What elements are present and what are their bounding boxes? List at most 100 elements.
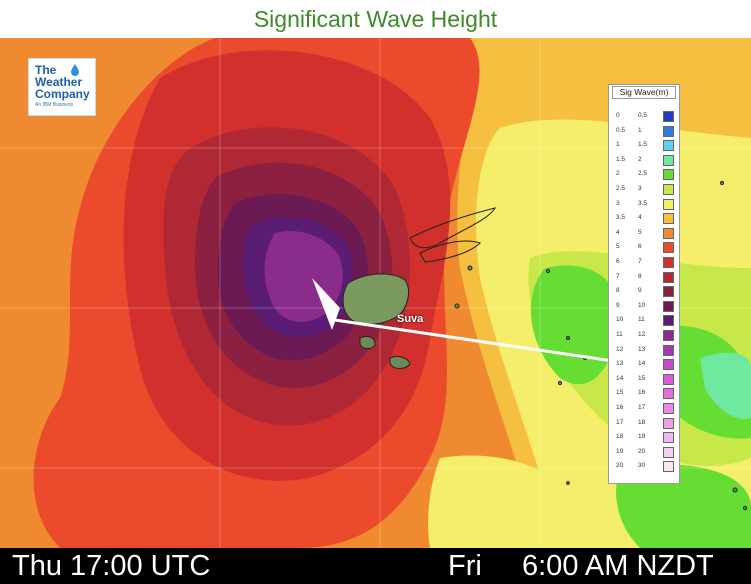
legend-row: 19 20 — [613, 445, 679, 461]
wave-height-legend: Sig Wave(m) 0 0.5 0.5 1 1 1.5 1.5 2 2 2.5 2.5 3 3 3.5… — [608, 84, 680, 484]
legend-row-low: 17 — [616, 418, 624, 426]
legend-color-swatch — [663, 373, 674, 385]
logo-line1: The — [35, 63, 57, 77]
legend-color-swatch — [663, 154, 674, 166]
legend-row-low: 9 — [616, 301, 620, 309]
legend-row: 2.5 3 — [613, 182, 679, 198]
legend-row-low: 8 — [616, 287, 620, 295]
legend-row-high: 12 — [638, 331, 646, 338]
legend-color-swatch — [663, 169, 674, 181]
legend-row-high: 5 — [638, 228, 642, 236]
legend-color-swatch — [663, 198, 674, 210]
island-outline-icon — [342, 180, 748, 511]
legend-row-low: 1.5 — [616, 155, 626, 163]
legend-row: 15 16 — [613, 386, 679, 402]
legend-color-swatch — [663, 271, 674, 283]
legend-title-box — [612, 86, 676, 99]
legend-row-low: 2 — [616, 170, 620, 178]
legend-row-high: 13 — [638, 345, 646, 353]
legend-color-swatch — [663, 315, 674, 327]
legend-row-low: 18 — [616, 433, 624, 441]
legend-color-swatch — [663, 125, 674, 137]
legend-row: 2 2.5 — [613, 167, 679, 183]
legend-row: 0.5 1 — [613, 124, 679, 140]
legend-color-swatch — [663, 227, 674, 239]
legend-row: 3.5 4 — [613, 211, 679, 227]
legend-row-low: 3 — [616, 199, 620, 207]
legend-row-low: 16 — [616, 404, 624, 411]
legend-color-swatch — [663, 213, 674, 225]
legend-row-high: 2.5 — [638, 170, 648, 178]
legend-row: 17 18 — [613, 416, 679, 432]
storm-center-arrow-icon — [312, 278, 641, 367]
legend-row: 10 11 — [613, 313, 679, 329]
legend-row: 14 15 — [613, 372, 679, 388]
legend-color-swatch — [663, 344, 674, 356]
legend-row-low: 13 — [616, 360, 624, 368]
legend-row-high: 8 — [638, 272, 642, 280]
legend-color-swatch — [663, 403, 674, 414]
legend-row-high: 18 — [638, 418, 646, 426]
legend-row-low: 0 — [616, 112, 620, 119]
legend-row-low: 4 — [616, 228, 620, 236]
time-local-day: Fri — [448, 550, 482, 582]
legend-color-swatch — [663, 111, 674, 122]
legend-row-low: 6 — [616, 258, 620, 265]
legend-row: 1.5 2 — [613, 153, 679, 169]
legend-row-high: 9 — [638, 287, 642, 295]
legend-row-high: 14 — [638, 360, 646, 368]
legend-row-low: 14 — [616, 374, 624, 382]
water-drop-icon — [71, 64, 79, 76]
legend-row-low: 12 — [616, 345, 624, 353]
legend-row: 9 10 — [613, 299, 679, 315]
legend-title: Sig Wave(m) — [619, 87, 669, 97]
legend-color-swatch — [663, 330, 674, 341]
legend-row-low: 10 — [616, 316, 624, 324]
legend-row-high: 2 — [638, 155, 642, 163]
legend-row-low: 11 — [616, 331, 623, 338]
legend-color-swatch — [663, 388, 674, 400]
legend-row-high: 15 — [638, 374, 646, 382]
time-local: 6:00 AM NZDT — [522, 550, 714, 582]
legend-row: 0 0.5 — [613, 109, 679, 125]
legend-row: 12 13 — [613, 343, 679, 359]
legend-color-swatch — [663, 417, 674, 429]
legend-row-high: 16 — [638, 389, 646, 397]
legend-color-swatch — [663, 257, 674, 268]
legend-row: 16 17 — [613, 401, 679, 417]
legend-rows: 0 0.5 0.5 1 1 1.5 1.5 2 2 2.5 2.5 3 3 3.5 3.5 4 4 5 5 6 6 7 7 8… — [613, 109, 679, 474]
legend-row-high: 17 — [638, 404, 646, 411]
legend-row: 11 12 — [613, 328, 679, 344]
page-title: Significant Wave Height — [253, 6, 498, 32]
legend-color-swatch — [663, 286, 674, 298]
legend-row: 3 3.5 — [613, 197, 679, 213]
place-label-suva: Suva — [397, 313, 424, 325]
legend-color-swatch — [663, 446, 674, 458]
legend-row-low: 1 — [616, 141, 620, 149]
legend-row-high: 30 — [638, 462, 646, 470]
legend-row-high: 4 — [638, 214, 642, 222]
legend-row-low: 15 — [616, 389, 624, 397]
legend-row-high: 1.5 — [638, 141, 648, 149]
legend-row-high: 3.5 — [638, 199, 648, 207]
time-bar: Thu 17:00 UTC Fri 6:00 AM NZDT — [0, 548, 751, 584]
legend-row-low: 2.5 — [616, 185, 626, 192]
legend-row-high: 19 — [638, 433, 646, 441]
weather-company-logo: The Weather Company An IBM Business — [28, 58, 96, 116]
legend-color-swatch — [663, 461, 674, 473]
legend-row: 18 19 — [613, 430, 679, 446]
legend-color-swatch — [663, 184, 674, 195]
logo-line3: Company — [35, 87, 90, 101]
legend-color-swatch — [663, 432, 674, 444]
legend-row-high: 3 — [638, 185, 642, 192]
legend-row-low: 20 — [616, 462, 624, 470]
logo-line2: Weather — [35, 75, 83, 89]
legend-row-high: 0.5 — [638, 112, 648, 119]
legend-color-swatch — [663, 359, 674, 371]
legend-row-high: 11 — [638, 316, 645, 324]
